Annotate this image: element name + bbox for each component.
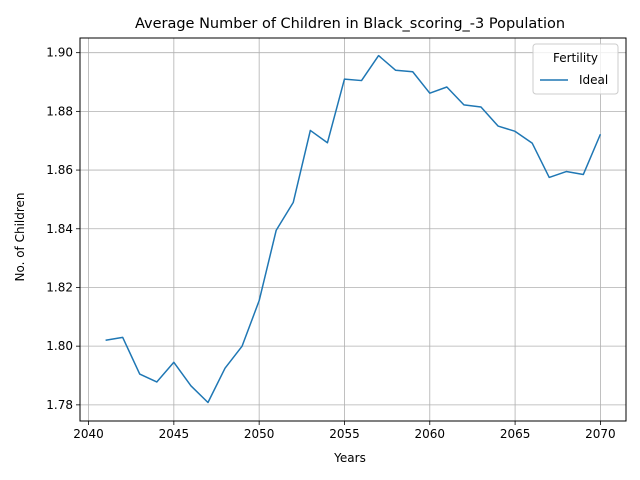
y-tick-label: 1.90 xyxy=(46,46,73,60)
y-axis-label: No. of Children xyxy=(13,192,27,281)
x-tick-label: 2070 xyxy=(585,427,616,441)
plot-frame xyxy=(79,37,627,422)
y-tick-label: 1.86 xyxy=(46,163,73,177)
y-tick-label: 1.82 xyxy=(46,280,73,294)
y-tick-label: 1.88 xyxy=(46,104,73,118)
chart-title: Average Number of Children in Black_scor… xyxy=(135,16,565,32)
legend-box xyxy=(532,43,619,95)
y-tick-label: 1.80 xyxy=(46,339,73,353)
x-tick-label: 2065 xyxy=(500,427,531,441)
grid xyxy=(80,38,626,421)
ticks: 2040 2045 2050 2055 2060 2065 2070 1.78 1.80 1.82… xyxy=(46,46,615,441)
x-tick-label: 2040 xyxy=(73,427,104,441)
x-axis-label: Years xyxy=(333,451,366,465)
series-line-ideal xyxy=(105,54,602,404)
x-tick-label: 2045 xyxy=(159,427,190,441)
legend-label-ideal: Ideal xyxy=(579,73,608,87)
legend-title: Fertility xyxy=(553,51,598,65)
series-layer xyxy=(105,54,602,404)
legend: Fertility Ideal xyxy=(532,43,619,95)
x-tick-label: 2060 xyxy=(415,427,446,441)
y-tick-label: 1.78 xyxy=(46,398,73,412)
y-tick-label: 1.84 xyxy=(46,222,73,236)
x-tick-label: 2055 xyxy=(329,427,360,441)
x-tick-label: 2050 xyxy=(244,427,275,441)
